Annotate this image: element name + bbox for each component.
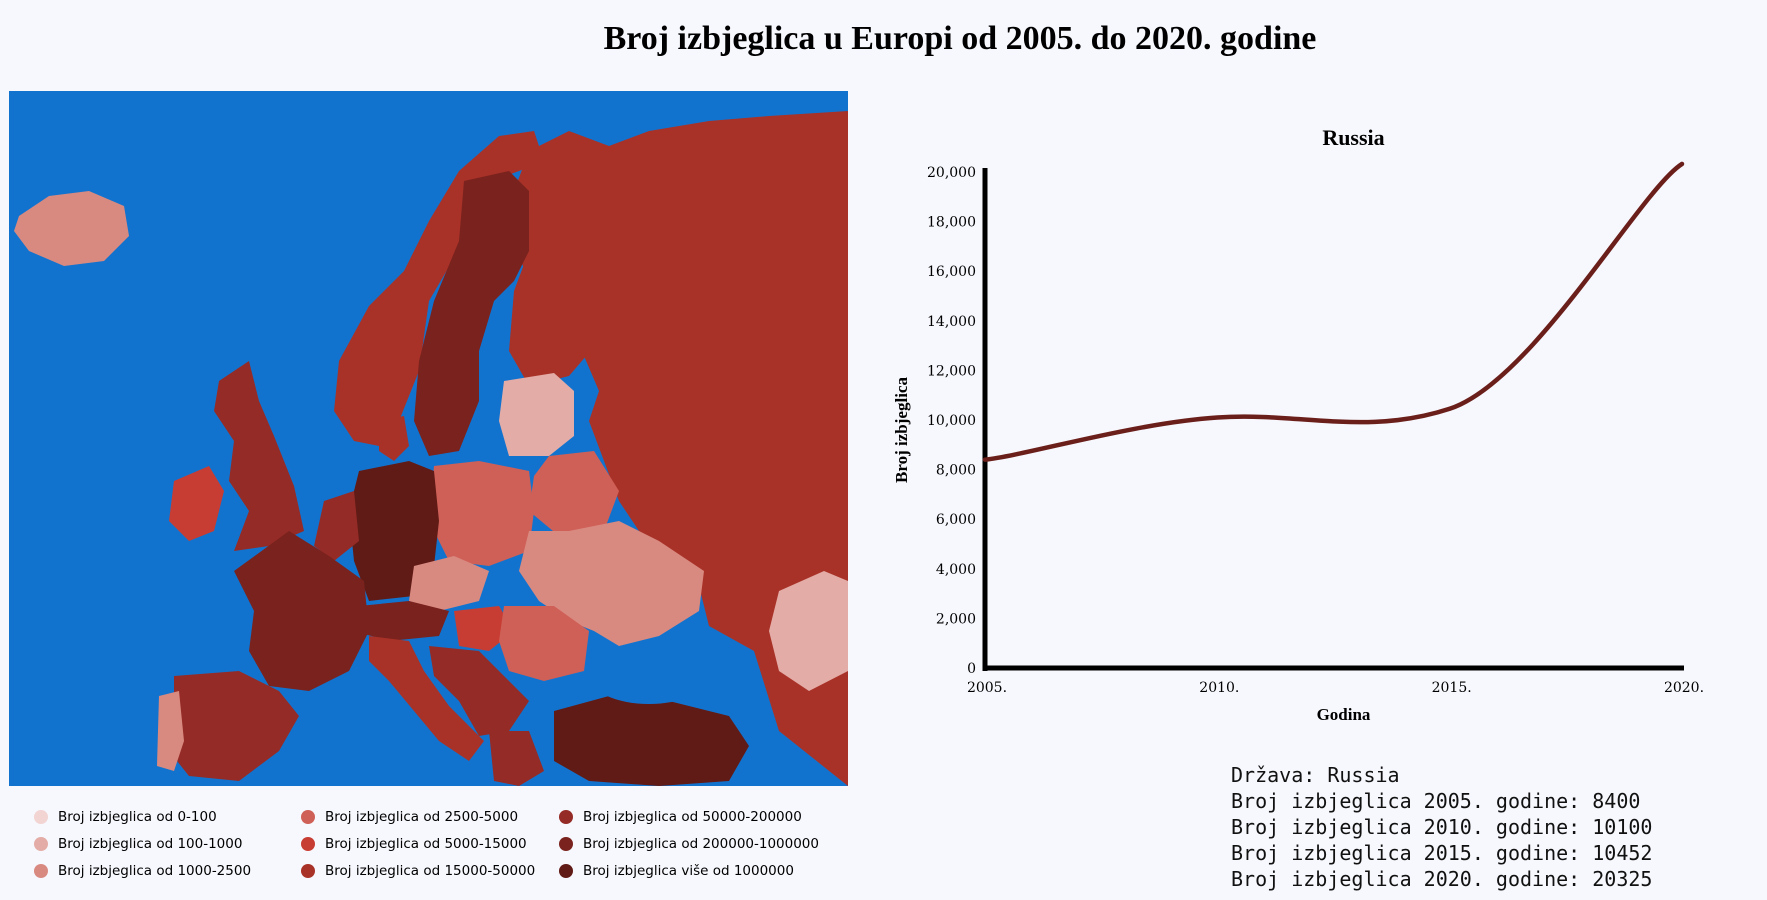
data-point xyxy=(1215,415,1220,420)
x-tick-label: 2005. xyxy=(967,680,1007,696)
legend-swatch xyxy=(301,864,315,878)
legend-label: Broj izbjeglica od 15000-50000 xyxy=(325,863,536,879)
country-kazakhstan-edge[interactable] xyxy=(769,571,848,691)
legend-label: Broj izbjeglica više od 1000000 xyxy=(583,863,794,879)
legend-swatch xyxy=(559,810,573,824)
country-austria[interactable] xyxy=(354,601,449,641)
map-legend: Broj izbjeglica od 0-100 Broj izbjeglica … xyxy=(34,807,854,892)
legend-swatch xyxy=(301,837,315,851)
x-tick-label: 2020. xyxy=(1664,680,1704,696)
country-hungary[interactable] xyxy=(454,606,514,651)
data-point xyxy=(1447,406,1452,411)
data-point xyxy=(1680,161,1684,166)
country-sweden[interactable] xyxy=(414,171,534,456)
line-chart: Russia 0 2,000 4,000 6,000 8,000 10,000 12,000 1… xyxy=(892,125,1704,724)
country-greece[interactable] xyxy=(489,731,544,786)
info-2015: Broj izbjeglica 2015. godine: 10452 xyxy=(1231,841,1653,865)
legend-label: Broj izbjeglica od 100-1000 xyxy=(58,836,243,852)
info-2020: Broj izbjeglica 2020. godine: 20325 xyxy=(1231,867,1653,891)
country-norway[interactable] xyxy=(334,131,544,446)
y-tick-label: 20,000 xyxy=(927,165,976,181)
legend-label: Broj izbjeglica od 1000-2500 xyxy=(58,863,252,879)
black-sea xyxy=(589,648,709,704)
x-axis-label: Godina xyxy=(1317,705,1371,724)
country-spain[interactable] xyxy=(169,671,299,781)
legend-label: Broj izbjeglica od 50000-200000 xyxy=(583,809,802,825)
country-balkans[interactable] xyxy=(429,646,529,736)
country-central[interactable] xyxy=(409,556,489,611)
legend-swatch xyxy=(34,837,48,851)
legend-swatch xyxy=(34,810,48,824)
series-line xyxy=(982,161,1685,462)
europe-map-svg xyxy=(9,91,848,786)
country-portugal[interactable] xyxy=(157,691,184,771)
country-ireland[interactable] xyxy=(169,466,224,541)
info-2005: Broj izbjeglica 2005. godine: 8400 xyxy=(1231,789,1641,813)
country-romania[interactable] xyxy=(499,606,589,681)
x-tick-label: 2015. xyxy=(1432,680,1472,696)
info-2010: Broj izbjeglica 2010. godine: 10100 xyxy=(1231,815,1653,839)
country-finland[interactable] xyxy=(509,181,609,386)
country-benelux[interactable] xyxy=(314,491,359,561)
country-uk[interactable] xyxy=(214,361,304,551)
country-iceland[interactable] xyxy=(14,191,129,266)
y-tick-label: 8,000 xyxy=(936,463,976,479)
y-tick-label: 6,000 xyxy=(936,512,976,528)
country-poland[interactable] xyxy=(429,461,534,566)
legend-label: Broj izbjeglica od 2500-5000 xyxy=(325,809,519,825)
legend-swatch xyxy=(559,864,573,878)
legend-label: Broj izbjeglica od 5000-15000 xyxy=(325,836,527,852)
country-denmark[interactable] xyxy=(379,416,409,461)
country-italy[interactable] xyxy=(369,636,484,761)
legend-swatch xyxy=(559,837,573,851)
y-tick-label: 10,000 xyxy=(927,413,976,429)
x-tick-label: 2010. xyxy=(1199,680,1239,696)
y-tick-label: 12,000 xyxy=(927,363,976,379)
country-baltics[interactable] xyxy=(499,373,574,456)
legend-swatch xyxy=(34,864,48,878)
legend-label: Broj izbjeglica od 200000-1000000 xyxy=(583,836,819,852)
y-tick-label: 4,000 xyxy=(936,562,976,578)
data-point xyxy=(983,457,987,462)
y-tick-label: 14,000 xyxy=(927,314,976,330)
y-tick-label: 0 xyxy=(967,661,976,677)
country-belarus[interactable] xyxy=(529,451,619,536)
info-box: Država: Russia Broj izbjeglica 2005. god… xyxy=(1231,762,1701,892)
legend-label: Broj izbjeglica od 0-100 xyxy=(58,809,217,825)
y-tick-label: 16,000 xyxy=(927,264,976,280)
y-tick-label: 2,000 xyxy=(936,611,976,627)
country-france[interactable] xyxy=(234,531,369,691)
y-tick-label: 18,000 xyxy=(927,215,976,231)
chart-title: Russia xyxy=(1322,125,1384,150)
legend-swatch xyxy=(301,810,315,824)
y-axis-label: Broj izbjeglica xyxy=(892,377,911,483)
country-turkey[interactable] xyxy=(554,696,749,786)
page-title: Broj izbjeglica u Europi od 2005. do 202… xyxy=(603,20,1317,57)
europe-map[interactable] xyxy=(9,91,848,786)
info-country: Država: Russia xyxy=(1231,763,1400,787)
